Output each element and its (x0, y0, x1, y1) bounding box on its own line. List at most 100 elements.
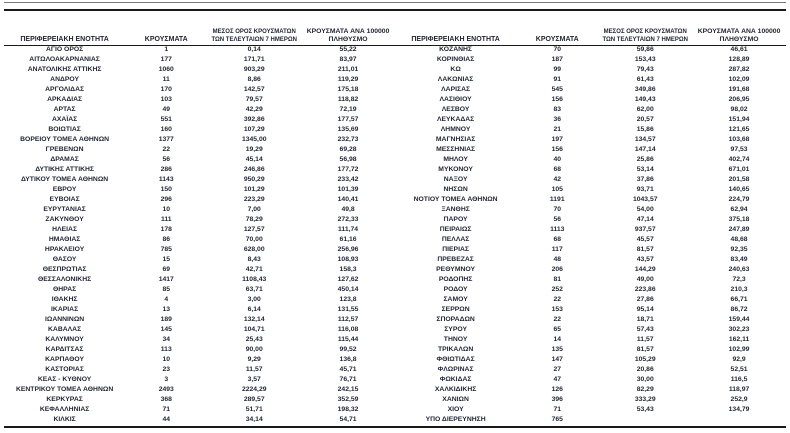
table-row: ΧΙΟΥ 71 53,43 134,79 (395, 405, 786, 415)
region-name-cell: ΝΗΣΩΝ (443, 186, 468, 193)
region-name-cell: ΔΡΑΜΑΣ (50, 156, 79, 163)
table-header-right: ΠΕΡΙΦΕΡΕΙΑΚΗ ΕΝΟΤΗΤΑ ΚΡΟΥΣΜΑΤΑ ΜΕΣΟΣ ΟΡΟ… (395, 11, 786, 45)
avg-7day-cell: 903,29 (243, 66, 265, 73)
table-row: ΗΡΑΚΛΕΙΟΥ 785 628,00 256,96 (4, 245, 395, 255)
table-right-half: ΠΕΡΙΦΕΡΕΙΑΚΗ ΕΝΟΤΗΤΑ ΚΡΟΥΣΜΑΤΑ ΜΕΣΟΣ ΟΡΟ… (395, 11, 786, 425)
region-name-cell: ΙΩΑΝΝΙΝΩΝ (44, 316, 85, 323)
cases-cell: 1113 (550, 226, 565, 233)
avg-7day-cell: 79,57 (245, 96, 263, 103)
top-thick-divider (4, 9, 786, 11)
cases-cell: 156 (551, 96, 563, 103)
table-row: ΘΗΡΑΣ 85 63,71 450,14 (4, 285, 395, 295)
per-100k-cell: 191,68 (728, 86, 750, 93)
avg-7day-cell: 59,86 (636, 46, 654, 53)
cases-cell: 368 (160, 396, 172, 403)
column-header-cases: ΚΡΟΥΣΜΑΤΑ (144, 36, 188, 43)
region-name-cell: ΔΥΤΙΚΗΣ ΑΤΤΙΚΗΣ (35, 166, 94, 173)
region-name-cell: ΕΥΡΥΤΑΝΙΑΣ (43, 206, 86, 213)
per-100k-cell: 240,63 (728, 266, 750, 273)
cases-cell: 126 (551, 386, 563, 393)
table-body-left: ΑΓΙΟ ΟΡΟΣ 1 0,14 55,22 ΑΙΤΩΛΟΑΚΑΡΝΑΝΙΑΣ 177 17… (4, 45, 395, 425)
region-name-cell: ΚΩ (450, 66, 461, 73)
region-name-cell: ΜΥΚΟΝΟΥ (438, 166, 473, 173)
avg-7day-cell: 81,57 (636, 246, 654, 253)
table-row: ΡΟΔΟΥ 252 223,86 210,3 (395, 285, 786, 295)
cases-cell: 1191 (549, 196, 565, 203)
table-row: ΚΑΛΥΜΝΟΥ 34 25,43 115,44 (4, 335, 395, 345)
region-name-cell: ΣΕΡΡΩΝ (441, 306, 470, 313)
avg-7day-cell: 30,00 (636, 376, 654, 383)
per-100k-cell: 352,59 (337, 396, 359, 403)
table-row: ΡΕΘΥΜΝΟΥ 206 144,29 240,63 (395, 265, 786, 275)
per-100k-cell: 55,22 (339, 46, 357, 53)
table-row: ΣΠΟΡΑΔΩΝ 22 18,71 159,44 (395, 315, 786, 325)
per-100k-cell: 116,5 (730, 376, 748, 383)
avg-7day-cell: 7,00 (247, 206, 261, 213)
table-row: ΒΟΙΩΤΙΑΣ 160 107,29 135,69 (4, 125, 395, 135)
per-100k-cell: 159,44 (728, 316, 750, 323)
region-name-cell: ΖΑΚΥΝΘΟΥ (45, 216, 84, 223)
cases-cell: 545 (551, 86, 563, 93)
table-row: ΣΥΡΟΥ 65 57,43 302,23 (395, 325, 786, 335)
per-100k-cell: 115,44 (337, 336, 359, 343)
table-row: ΤΗΝΟΥ 14 11,57 162,11 (395, 335, 786, 345)
avg-7day-cell: 392,86 (243, 116, 265, 123)
table-row: ΖΑΚΥΝΘΟΥ 111 78,29 272,33 (4, 215, 395, 225)
region-name-cell: ΑΡΚΑΔΙΑΣ (47, 96, 83, 103)
per-100k-cell: 128,89 (728, 56, 750, 63)
column-header-avg-7day-line1: ΜΕΣΟΣ ΟΡΟΣ ΚΡΟΥΣΜΑΤΩΝ (603, 29, 687, 35)
table-row: ΚΙΛΚΙΣ 44 34,14 54,71 (4, 415, 395, 425)
per-100k-cell: 135,69 (337, 126, 359, 133)
region-name-cell: ΦΘΙΩΤΙΔΑΣ (436, 356, 475, 363)
cases-cell: 286 (160, 166, 172, 173)
cases-cell: 3 (164, 376, 169, 383)
per-100k-cell: 97,53 (730, 146, 748, 153)
region-name-cell: ΡΟΔΟΥ (443, 286, 468, 293)
per-100k-cell: 402,74 (728, 156, 750, 163)
avg-7day-cell: 19,29 (245, 146, 263, 153)
cases-cell: 70 (553, 206, 562, 213)
avg-7day-cell: 142,57 (243, 86, 265, 93)
cases-cell: 145 (160, 326, 172, 333)
avg-7day-cell (598, 415, 692, 425)
table-row: ΚΑΒΑΛΑΣ 145 104,71 116,08 (4, 325, 395, 335)
region-name-cell: ΘΑΣΟΥ (52, 256, 77, 263)
region-name-cell: ΗΡΑΚΛΕΙΟΥ (44, 246, 85, 253)
table-row: ΛΑΡΙΣΑΣ 545 349,86 191,68 (395, 85, 786, 95)
table-row: ΠΙΕΡΙΑΣ 117 81,57 92,35 (395, 245, 786, 255)
per-100k-cell: 102,09 (728, 76, 750, 83)
region-name-cell: ΑΙΤΩΛΟΑΚΑΡΝΑΝΙΑΣ (29, 56, 100, 63)
avg-7day-cell: 47,14 (636, 216, 654, 223)
table-row: ΚΑΣΤΟΡΙΑΣ 23 11,57 45,71 (4, 365, 395, 375)
per-100k-cell: 247,89 (728, 226, 750, 233)
table-row: ΚΕΡΚΥΡΑΣ 368 289,57 352,59 (4, 395, 395, 405)
cases-cell: 1060 (158, 66, 174, 73)
per-100k-cell: 49,8 (341, 206, 355, 213)
avg-7day-cell: 70,00 (245, 236, 263, 243)
cases-cell: 22 (553, 296, 562, 303)
avg-7day-cell: 42,71 (245, 266, 263, 273)
per-100k-cell: 177,57 (337, 116, 359, 123)
region-name-cell: ΙΚΑΡΙΑΣ (51, 306, 79, 313)
cases-cell: 81 (553, 276, 562, 283)
avg-7day-cell: 49,00 (636, 276, 654, 283)
cases-cell: 23 (162, 366, 171, 373)
per-100k-cell: 56,98 (339, 156, 357, 163)
region-name-cell: ΣΥΡΟΥ (444, 326, 467, 333)
cases-cell: 396 (551, 396, 563, 403)
cases-cell: 21 (553, 126, 562, 133)
table-row: ΧΑΝΙΩΝ 396 333,29 252,9 (395, 395, 786, 405)
cases-cell: 11 (162, 76, 170, 83)
region-name-cell: ΜΗΛΟΥ (443, 156, 468, 163)
per-100k-cell: 92,9 (732, 356, 746, 363)
cases-cell: 68 (553, 236, 562, 243)
table-row: ΜΗΛΟΥ 40 25,86 402,74 (395, 155, 786, 165)
avg-7day-cell: 104,71 (243, 326, 265, 333)
table-row: ΚΕΝΤΡΙΚΟΥ ΤΟΜΕΑ ΑΘΗΝΩΝ 2493 2224,29 242,15 (4, 385, 395, 395)
per-100k-cell: 210,3 (730, 286, 748, 293)
table-row: ΕΒΡΟΥ 150 101,29 101,39 (4, 185, 395, 195)
avg-7day-cell: 20,57 (636, 116, 654, 123)
cases-cell: 113 (160, 346, 172, 353)
avg-7day-cell: 1345,00 (241, 136, 267, 143)
cases-cell: 551 (160, 116, 172, 123)
